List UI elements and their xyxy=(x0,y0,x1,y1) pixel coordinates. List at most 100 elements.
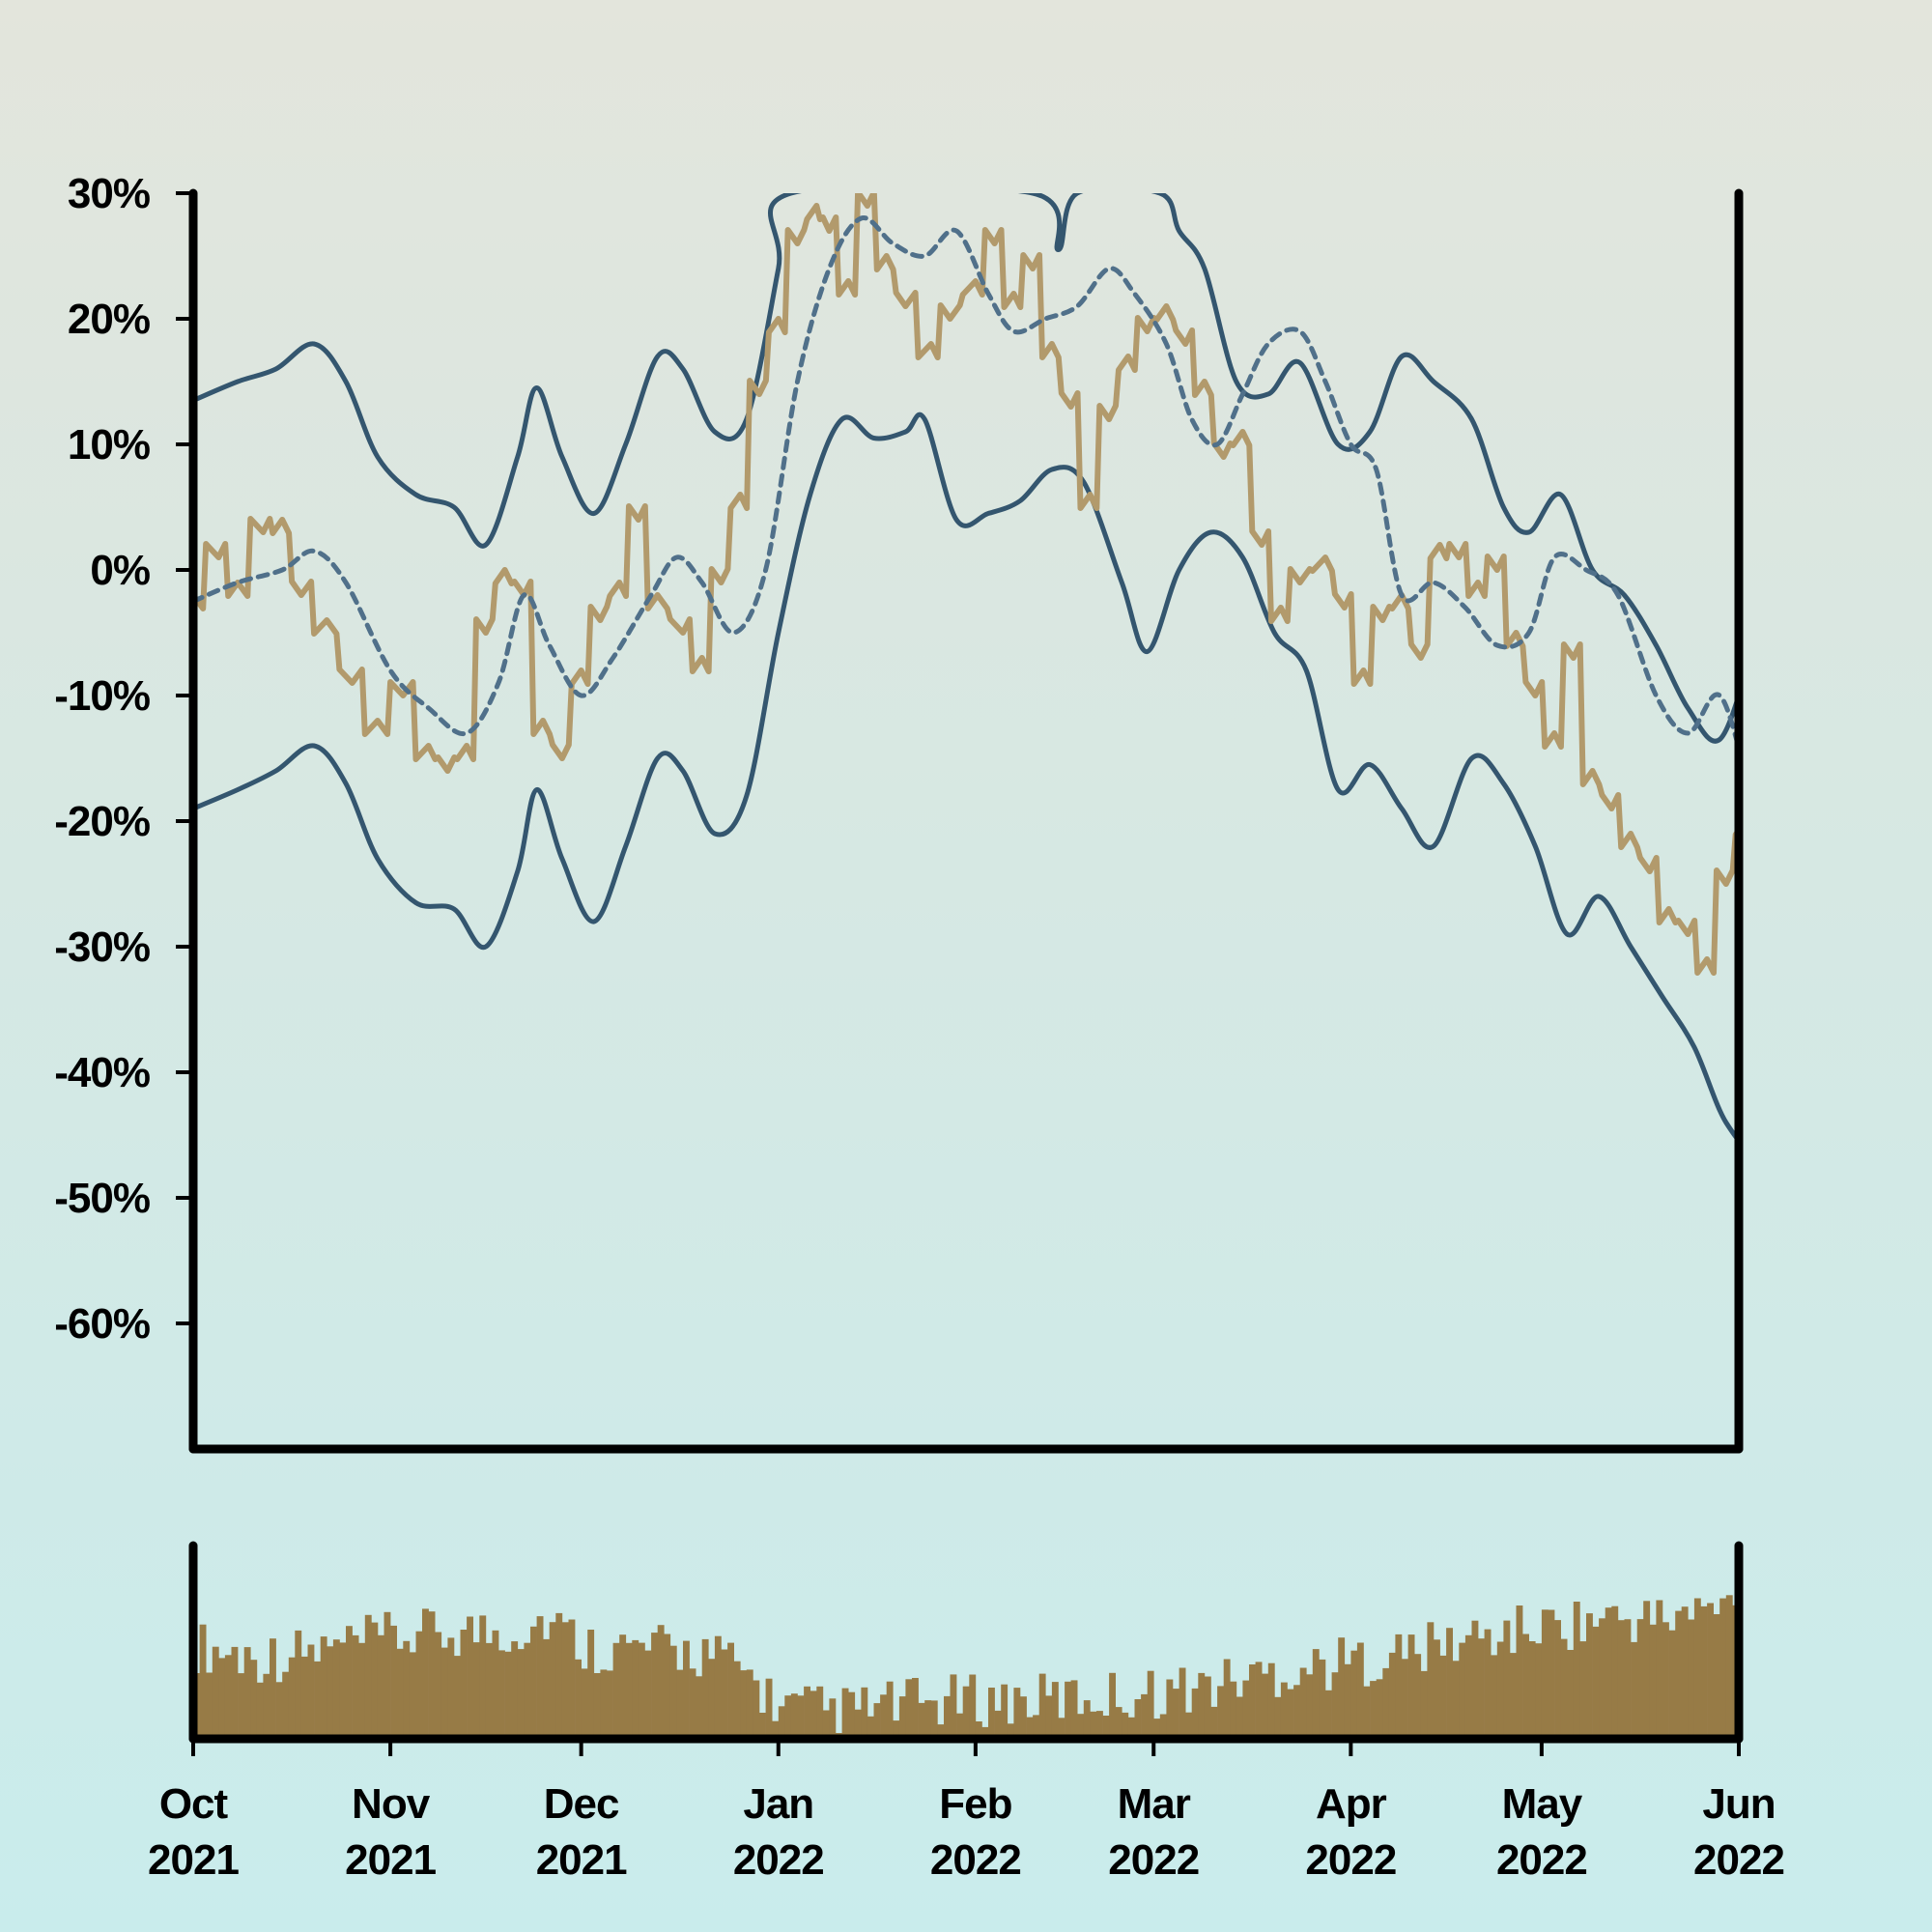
volume-bar xyxy=(1325,1690,1332,1739)
volume-bar xyxy=(1725,1595,1733,1739)
volume-bar xyxy=(1090,1711,1097,1739)
volume-bar xyxy=(1070,1680,1078,1739)
volume-bar xyxy=(1204,1676,1211,1739)
volume-bar xyxy=(1115,1707,1122,1739)
volume-bar xyxy=(689,1668,696,1739)
volume-bar xyxy=(1656,1600,1663,1739)
volume-bar xyxy=(612,1642,620,1739)
volume-bar xyxy=(1077,1714,1085,1739)
volume-bar xyxy=(1223,1659,1231,1739)
volume-bar xyxy=(467,1616,473,1739)
volume-bar xyxy=(587,1630,595,1739)
volume-bar xyxy=(607,1670,613,1739)
volume-bar xyxy=(1719,1598,1727,1739)
volume-bar xyxy=(581,1668,588,1739)
volume-bar xyxy=(1236,1696,1243,1739)
volume-bar xyxy=(841,1688,849,1739)
volume-bar xyxy=(1173,1689,1179,1739)
volume-bar xyxy=(638,1642,645,1739)
volume-bar xyxy=(784,1695,792,1739)
x-tick-year: 2021 xyxy=(536,1836,627,1884)
volume-bar xyxy=(536,1616,544,1739)
volume-bar xyxy=(1478,1638,1485,1739)
volume-bar xyxy=(912,1678,919,1739)
volume-bar xyxy=(1407,1634,1415,1739)
volume-bar xyxy=(829,1698,837,1739)
volume-bar xyxy=(810,1690,817,1739)
volume-bar xyxy=(320,1636,327,1739)
volume-bar xyxy=(498,1650,505,1739)
y-tick-label: -10% xyxy=(54,672,150,720)
volume-bar xyxy=(981,1726,989,1739)
volume-bar xyxy=(1522,1634,1529,1739)
volume-bar xyxy=(1179,1667,1186,1739)
volume-bar xyxy=(479,1615,487,1739)
volume-bar xyxy=(1217,1686,1224,1739)
volume-bar xyxy=(1420,1670,1428,1739)
volume-bar xyxy=(1414,1654,1422,1739)
volume-bar xyxy=(454,1656,461,1739)
x-tick-month: May xyxy=(1502,1780,1583,1828)
volume-bar xyxy=(1459,1642,1466,1739)
volume-bar xyxy=(1287,1689,1294,1739)
volume-bar xyxy=(1013,1688,1021,1739)
volume-bar xyxy=(1153,1719,1161,1739)
volume-bar xyxy=(447,1637,455,1739)
volume-bar xyxy=(1528,1641,1536,1739)
main-price-panel xyxy=(176,188,1744,1454)
volume-bar xyxy=(740,1670,748,1739)
volume-bar xyxy=(199,1624,207,1739)
volume-bar xyxy=(1395,1634,1403,1739)
volume-bar xyxy=(1230,1681,1237,1739)
volume-bar xyxy=(1541,1609,1548,1739)
volume-bar xyxy=(1033,1715,1039,1739)
volume-bar xyxy=(669,1645,677,1739)
volume-bar xyxy=(555,1612,563,1739)
volume-bar xyxy=(1573,1602,1580,1739)
x-tick-year: 2022 xyxy=(1305,1836,1396,1884)
volume-bar xyxy=(1707,1603,1714,1739)
volume-bar xyxy=(275,1682,283,1739)
volume-bar xyxy=(600,1669,608,1739)
volume-bar xyxy=(1631,1641,1637,1739)
volume-bar xyxy=(937,1724,945,1739)
volume-bar xyxy=(492,1630,499,1739)
volume-bar xyxy=(944,1695,951,1739)
x-tick-month: Jan xyxy=(743,1780,813,1828)
volume-bar xyxy=(403,1640,411,1739)
y-tick-label: -20% xyxy=(54,798,150,845)
volume-bar xyxy=(511,1641,519,1739)
volume-bar xyxy=(765,1678,773,1739)
volume-bar xyxy=(701,1638,709,1739)
volume-bar xyxy=(1617,1620,1625,1739)
volume-bar xyxy=(530,1626,537,1739)
volume-bar xyxy=(288,1657,296,1739)
volume-bar xyxy=(854,1709,862,1739)
x-tick-month: Jun xyxy=(1702,1780,1775,1828)
volume-bar xyxy=(1312,1649,1320,1739)
volume-bar xyxy=(307,1644,315,1739)
volume-bar xyxy=(651,1633,658,1739)
volume-bar xyxy=(816,1686,824,1739)
volume-bar xyxy=(676,1669,684,1739)
volume-bar xyxy=(924,1700,932,1739)
volume-bar xyxy=(1427,1622,1435,1739)
volume-bar xyxy=(1688,1619,1695,1739)
volume-bar xyxy=(1439,1655,1447,1739)
volume-bar xyxy=(377,1634,384,1739)
volume-bar xyxy=(206,1672,213,1739)
volume-bar xyxy=(1274,1696,1282,1739)
volume-bar xyxy=(956,1713,963,1739)
volume-bar xyxy=(224,1655,232,1739)
volume-bar xyxy=(1001,1684,1009,1739)
volume-bar xyxy=(212,1646,219,1739)
moving-average-line xyxy=(193,215,1739,756)
x-tick-year: 2022 xyxy=(1693,1836,1784,1884)
volume-bar xyxy=(1102,1716,1110,1739)
volume-bar xyxy=(848,1691,856,1739)
volume-bar xyxy=(1045,1695,1053,1739)
volume-bar xyxy=(263,1673,270,1739)
volume-bar xyxy=(504,1651,512,1739)
volume-bar xyxy=(1331,1672,1339,1739)
volume-bar xyxy=(790,1693,798,1739)
